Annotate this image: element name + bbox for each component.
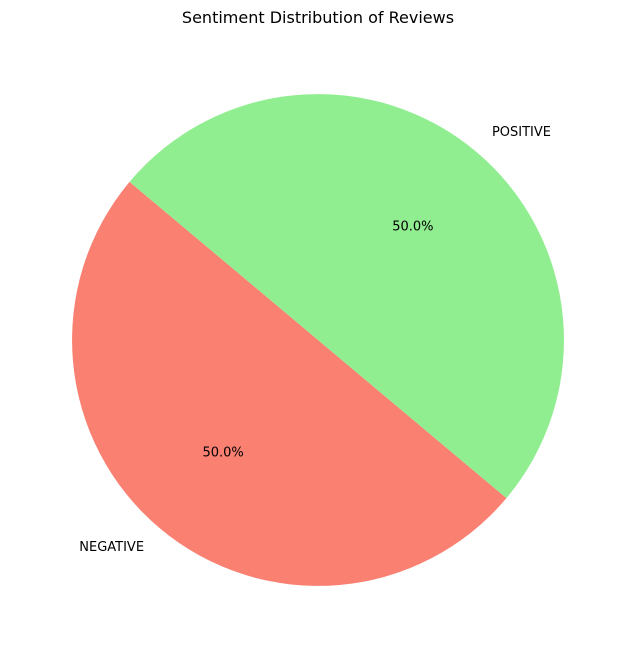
chart-title: Sentiment Distribution of Reviews	[181, 8, 455, 27]
pie-slice-positive	[129, 94, 564, 499]
pie-slice-negative	[72, 181, 507, 586]
percent-label-positive: 50.0%	[392, 219, 433, 234]
percent-label-negative: 50.0%	[202, 446, 243, 461]
slice-label-negative: NEGATIVE	[79, 540, 144, 555]
slice-label-positive: POSITIVE	[492, 125, 551, 140]
